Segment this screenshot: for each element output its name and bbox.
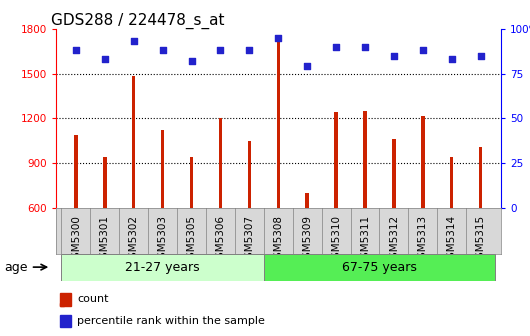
Text: GSM5300: GSM5300 bbox=[71, 215, 81, 265]
Bar bbox=[190, 157, 193, 208]
Text: GSM5308: GSM5308 bbox=[273, 215, 283, 265]
Bar bbox=[60, 303, 64, 305]
Text: 67-75 years: 67-75 years bbox=[342, 261, 417, 274]
Bar bbox=[103, 157, 107, 208]
Text: GSM5310: GSM5310 bbox=[331, 215, 341, 265]
Point bbox=[245, 47, 253, 53]
Bar bbox=[161, 130, 164, 208]
Text: GSM5305: GSM5305 bbox=[187, 215, 197, 265]
Bar bbox=[363, 111, 367, 208]
Text: age: age bbox=[4, 261, 28, 274]
Point bbox=[129, 38, 138, 44]
Bar bbox=[277, 41, 280, 208]
Text: GSM5315: GSM5315 bbox=[475, 215, 485, 265]
Text: GDS288 / 224478_s_at: GDS288 / 224478_s_at bbox=[51, 12, 225, 29]
Bar bbox=[479, 147, 482, 208]
Point bbox=[274, 35, 282, 40]
Bar bbox=[74, 135, 77, 208]
Bar bbox=[421, 116, 425, 208]
Text: 21-27 years: 21-27 years bbox=[125, 261, 200, 274]
Point bbox=[101, 56, 109, 62]
Text: count: count bbox=[77, 294, 109, 304]
Point bbox=[216, 47, 225, 53]
Point bbox=[303, 64, 312, 69]
Bar bbox=[61, 254, 264, 281]
Bar bbox=[248, 141, 251, 208]
Point bbox=[72, 47, 80, 53]
Bar bbox=[132, 77, 136, 208]
Point bbox=[187, 58, 196, 64]
Bar bbox=[305, 193, 309, 208]
Point bbox=[390, 53, 398, 58]
Bar bbox=[60, 315, 71, 327]
Text: GSM5302: GSM5302 bbox=[129, 215, 139, 265]
Bar bbox=[60, 293, 71, 305]
Point bbox=[361, 44, 369, 49]
Bar bbox=[392, 139, 395, 208]
Text: GSM5306: GSM5306 bbox=[215, 215, 225, 265]
Bar bbox=[219, 118, 222, 208]
Point bbox=[447, 56, 456, 62]
Text: GSM5312: GSM5312 bbox=[389, 215, 399, 265]
Text: GSM5303: GSM5303 bbox=[157, 215, 167, 265]
Text: percentile rank within the sample: percentile rank within the sample bbox=[77, 316, 265, 326]
Text: GSM5311: GSM5311 bbox=[360, 215, 370, 265]
Point bbox=[332, 44, 340, 49]
Point bbox=[158, 47, 167, 53]
Text: GSM5301: GSM5301 bbox=[100, 215, 110, 265]
Point bbox=[476, 53, 485, 58]
Text: GSM5309: GSM5309 bbox=[302, 215, 312, 265]
Text: GSM5313: GSM5313 bbox=[418, 215, 428, 265]
Text: GSM5314: GSM5314 bbox=[447, 215, 457, 265]
Bar bbox=[450, 157, 454, 208]
Point bbox=[419, 47, 427, 53]
Bar bbox=[334, 113, 338, 208]
Text: GSM5307: GSM5307 bbox=[244, 215, 254, 265]
Bar bbox=[264, 254, 495, 281]
